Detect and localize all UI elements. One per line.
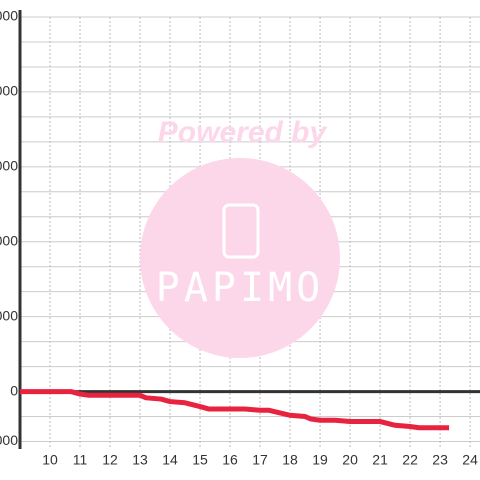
x-tick-label: 19 <box>312 452 328 468</box>
x-tick-label: 16 <box>222 452 238 468</box>
x-tick-label: 11 <box>73 452 88 468</box>
x-tick-label: 14 <box>162 452 178 468</box>
x-tick-label: 15 <box>192 452 208 468</box>
y-tick-label: -20,000 <box>0 432 18 448</box>
y-tick-label: 120,000 <box>0 83 18 99</box>
x-tick-label: 18 <box>282 452 298 468</box>
y-tick-label: 0 <box>10 382 18 398</box>
y-tick-label: 90,000 <box>0 158 18 174</box>
x-tick-label: 20 <box>342 452 358 468</box>
watermark-text: PAPIMO <box>156 265 325 311</box>
y-tick-label: 60,000 <box>0 232 18 248</box>
x-tick-label: 21 <box>372 452 388 468</box>
x-tick-label: 13 <box>132 452 148 468</box>
watermark-text: Powered by <box>158 116 328 149</box>
watermark-icon <box>222 203 260 259</box>
y-tick-label: 150,000 <box>0 8 18 24</box>
y-tick-label: 30,000 <box>0 307 18 323</box>
x-tick-label: 10 <box>42 452 58 468</box>
x-tick-label: 22 <box>402 452 418 468</box>
x-tick-label: 12 <box>102 452 118 468</box>
x-tick-label: 17 <box>252 452 268 468</box>
x-tick-label: 24 <box>462 452 478 468</box>
data-line <box>20 389 450 431</box>
x-tick-label: 23 <box>432 452 448 468</box>
